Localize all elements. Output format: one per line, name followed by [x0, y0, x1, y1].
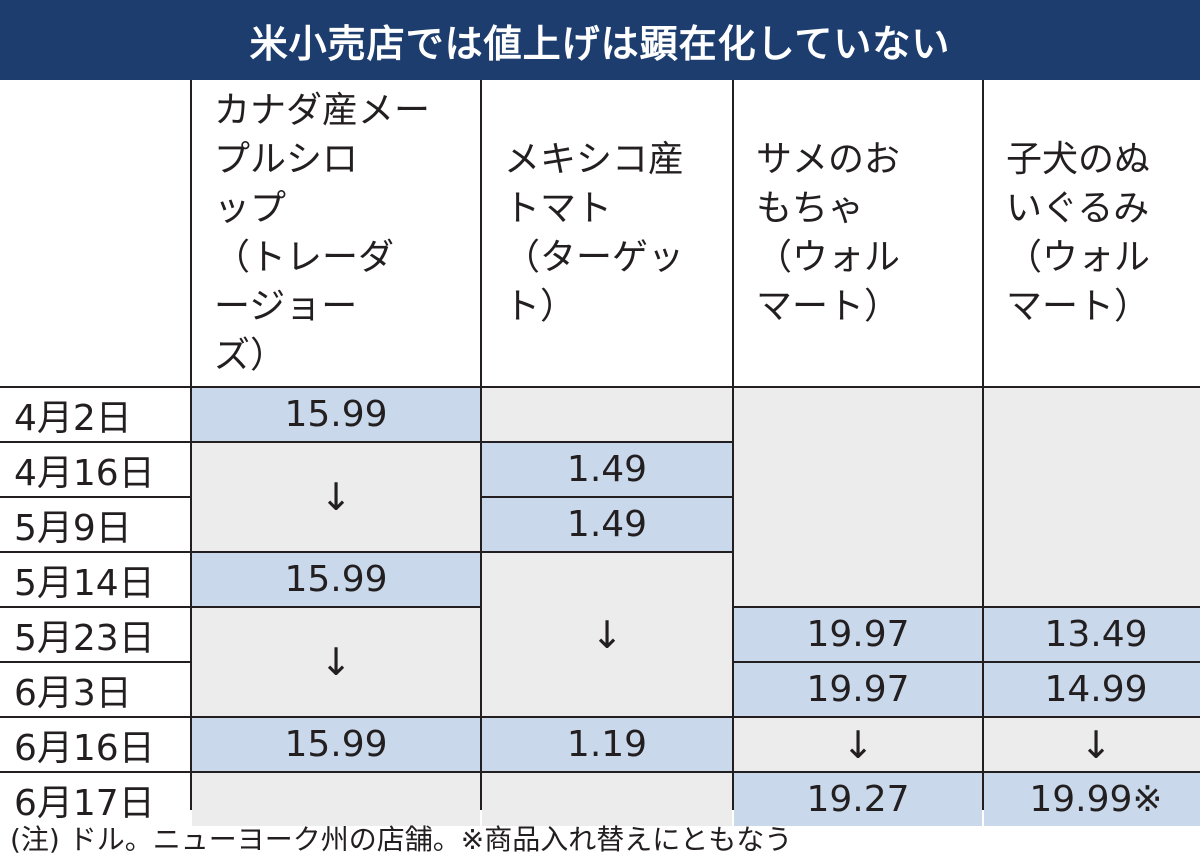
corner-cell — [0, 80, 190, 386]
table-title: 米小売店では値上げは顕在化していない — [249, 21, 951, 66]
price-cell: 1.19 — [482, 718, 732, 771]
empty-cell — [734, 388, 982, 606]
price-cell: 19.27 — [734, 773, 982, 826]
unchanged-arrow: ↓ — [192, 608, 480, 716]
footnote: (注) ドル。ニューヨーク州の店舗。※商品入れ替えにともなう — [10, 823, 793, 856]
date-cell: 4月16日 — [0, 443, 190, 496]
price-cell: 19.99※ — [984, 773, 1200, 826]
unchanged-arrow: ↓ — [482, 553, 732, 716]
date-cell: 6月17日 — [0, 773, 190, 826]
unchanged-arrow: ↓ — [192, 443, 480, 551]
title-bar: 米小売店では値上げは顕在化していない — [0, 0, 1200, 80]
date-cell: 5月23日 — [0, 608, 190, 661]
price-cell: 1.49 — [482, 443, 732, 496]
price-cell: 15.99 — [192, 553, 480, 606]
price-cell: 13.49 — [984, 608, 1200, 661]
date-cell: 4月2日 — [0, 388, 190, 441]
column-header-shark-toy: サメのお もちゃ （ウォル マート） — [734, 80, 982, 386]
empty-cell — [482, 773, 732, 826]
empty-cell — [482, 388, 732, 441]
date-cell: 6月16日 — [0, 718, 190, 771]
price-cell: 15.99 — [192, 388, 480, 441]
price-table: カナダ産メー プルシロ ップ （トレーダ ージョー ズ） メキシコ産 トマト （… — [0, 80, 1200, 826]
date-cell: 6月3日 — [0, 663, 190, 716]
price-cell: 19.97 — [734, 663, 982, 716]
unchanged-arrow: ↓ — [984, 718, 1200, 771]
price-cell: 15.99 — [192, 718, 480, 771]
column-header-puppy-plush: 子犬のぬ いぐるみ （ウォル マート） — [984, 80, 1200, 386]
empty-cell — [192, 773, 480, 826]
unchanged-arrow: ↓ — [734, 718, 982, 771]
price-cell: 1.49 — [482, 498, 732, 551]
column-header-mexican-tomato: メキシコ産 トマト （ターゲッ ト） — [482, 80, 732, 386]
column-header-maple-syrup: カナダ産メー プルシロ ップ （トレーダ ージョー ズ） — [192, 80, 480, 386]
date-cell: 5月9日 — [0, 498, 190, 551]
price-cell: 14.99 — [984, 663, 1200, 716]
price-cell: 19.97 — [734, 608, 982, 661]
empty-cell — [984, 388, 1200, 606]
date-cell: 5月14日 — [0, 553, 190, 606]
